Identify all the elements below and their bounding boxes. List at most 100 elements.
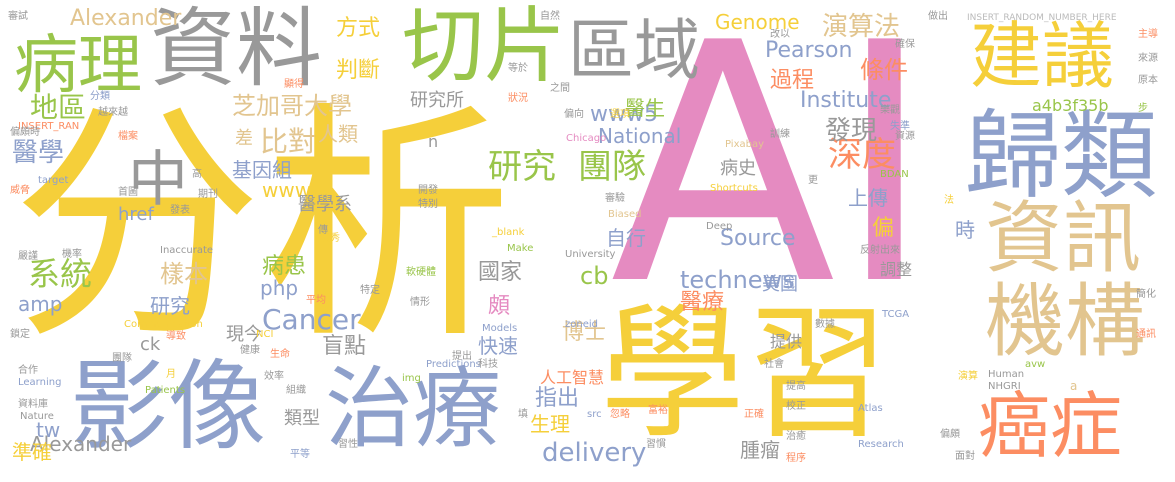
cloud-word: 軟硬體 — [406, 267, 436, 278]
cloud-word: 特別 — [418, 199, 438, 210]
cloud-word: 芝加哥大學 — [232, 92, 352, 120]
cloud-word: 盲點 — [322, 334, 367, 359]
cloud-word: Learning — [18, 377, 62, 388]
cloud-word: a4b3f35b — [1032, 96, 1109, 115]
cloud-word: Make — [507, 243, 534, 254]
cloud-word: 偏頗 — [940, 429, 960, 440]
cloud-word: 健康 — [240, 345, 260, 356]
cloud-word: Deep — [706, 221, 733, 232]
cloud-word: Nature — [20, 411, 54, 422]
cloud-word: www5 — [590, 102, 658, 127]
cloud-word: INSERT_RAN — [18, 121, 80, 132]
cloud-word: 選項 — [610, 109, 630, 120]
cloud-word: 資料庫 — [18, 399, 48, 410]
cloud-word: 面對 — [955, 451, 975, 462]
cloud-word: cb — [580, 262, 609, 290]
cloud-word: php — [260, 276, 299, 300]
cloud-word: 更 — [808, 175, 818, 186]
cloud-word: 平等 — [290, 449, 310, 460]
cloud-word: TCGA — [882, 309, 910, 320]
cloud-word: 上傳 — [848, 186, 888, 210]
cloud-word: 合作 — [18, 365, 38, 376]
cloud-word: 等於 — [508, 63, 528, 74]
cloud-word: 忽略 — [610, 409, 630, 420]
cloud-word: 確保 — [895, 39, 915, 50]
cloud-word: 組織 — [286, 385, 306, 396]
cloud-word: 偏向 — [564, 109, 584, 120]
cloud-word: 富裕 — [648, 405, 668, 416]
cloud-word: 機率 — [62, 249, 82, 260]
cloud-word: 月 — [166, 369, 176, 380]
cloud-word: 特定 — [360, 285, 380, 296]
cloud-word: 科技 — [478, 359, 498, 370]
cloud-word: 提高 — [786, 381, 806, 392]
cloud-word: University — [565, 249, 616, 260]
cloud-word: 美國 — [762, 274, 798, 295]
cloud-word: 填 — [518, 409, 528, 420]
cloud-word: 發現 — [825, 116, 878, 146]
cloud-word: 提出 — [452, 351, 472, 362]
cloud-word: 快速 — [478, 334, 518, 358]
cloud-word: Research — [858, 439, 904, 450]
cloud-word: 博士 — [562, 320, 607, 345]
cloud-word: 影像 — [70, 350, 267, 464]
cloud-word: 醫學 — [12, 138, 65, 168]
cloud-word: Communication — [124, 319, 203, 330]
cloud-word: 資料 — [150, 0, 322, 99]
cloud-word: 腫瘤 — [740, 438, 780, 462]
cloud-word: Chicago — [566, 133, 607, 144]
cloud-word: 自行 — [606, 226, 646, 250]
cloud-word: 現今 — [226, 324, 262, 345]
cloud-word: technews — [680, 266, 795, 294]
cloud-word: Shortcuts — [710, 183, 758, 194]
cloud-word: 樂觀 — [880, 105, 900, 116]
cloud-word: zoneid — [565, 319, 598, 330]
cloud-word: 分析 — [12, 81, 512, 372]
cloud-word: 改以 — [770, 29, 790, 40]
cloud-word: 差 — [235, 128, 253, 149]
cloud-word: 原本 — [1138, 75, 1158, 86]
cloud-word: 醫療 — [680, 290, 725, 315]
cloud-word: 演算法 — [822, 12, 901, 42]
cloud-word: 生理 — [530, 412, 570, 436]
cloud-word: 類型 — [284, 408, 320, 429]
cloud-word: tw — [36, 418, 61, 442]
cloud-word: 病理 — [14, 29, 142, 103]
cloud-word: AI — [610, 0, 934, 357]
cloud-word: 主導 — [1138, 29, 1158, 40]
cloud-word: 嚴謹 — [18, 251, 38, 262]
cloud-word: 狀況 — [508, 93, 528, 104]
cloud-word: 程序 — [786, 453, 806, 464]
cloud-word: 習慣 — [646, 439, 666, 450]
cloud-word: 病史 — [720, 158, 756, 179]
cloud-word: BDAN — [880, 169, 909, 180]
cloud-word: 鎖定 — [10, 329, 30, 340]
cloud-word: 研究 — [150, 294, 190, 318]
cloud-word: 顯得 — [284, 79, 304, 90]
cloud-word: 過程 — [770, 68, 815, 93]
cloud-word: 審試 — [8, 11, 28, 22]
cloud-word: 效率 — [264, 371, 284, 382]
cloud-word: 平均 — [306, 295, 326, 306]
cloud-word: href — [118, 204, 154, 225]
cloud-word: 治癒 — [786, 431, 806, 442]
cloud-word: Pearson — [765, 38, 853, 63]
cloud-word: 建議 — [970, 14, 1115, 98]
cloud-word: 癌症 — [978, 384, 1123, 468]
cloud-word: delivery — [542, 438, 647, 468]
cloud-word: 生命 — [270, 349, 290, 360]
cloud-word: 提供 — [770, 332, 803, 351]
cloud-word: a — [1070, 379, 1078, 393]
cloud-word: 病患 — [262, 254, 307, 279]
cloud-word: 習性 — [338, 439, 358, 450]
cloud-word: _blank — [492, 227, 525, 238]
cloud-word: 準確 — [12, 440, 52, 464]
cloud-word: 分類 — [90, 91, 110, 102]
cloud-word: Institute — [800, 88, 892, 113]
cloud-word: 指出 — [535, 386, 580, 411]
cloud-word: 開發 — [418, 185, 438, 196]
cloud-word: 步 — [1138, 103, 1148, 114]
cloud-word: 威脅 — [10, 185, 30, 196]
cloud-word: Alexander — [30, 432, 132, 456]
cloud-word: 比對 — [260, 125, 317, 158]
